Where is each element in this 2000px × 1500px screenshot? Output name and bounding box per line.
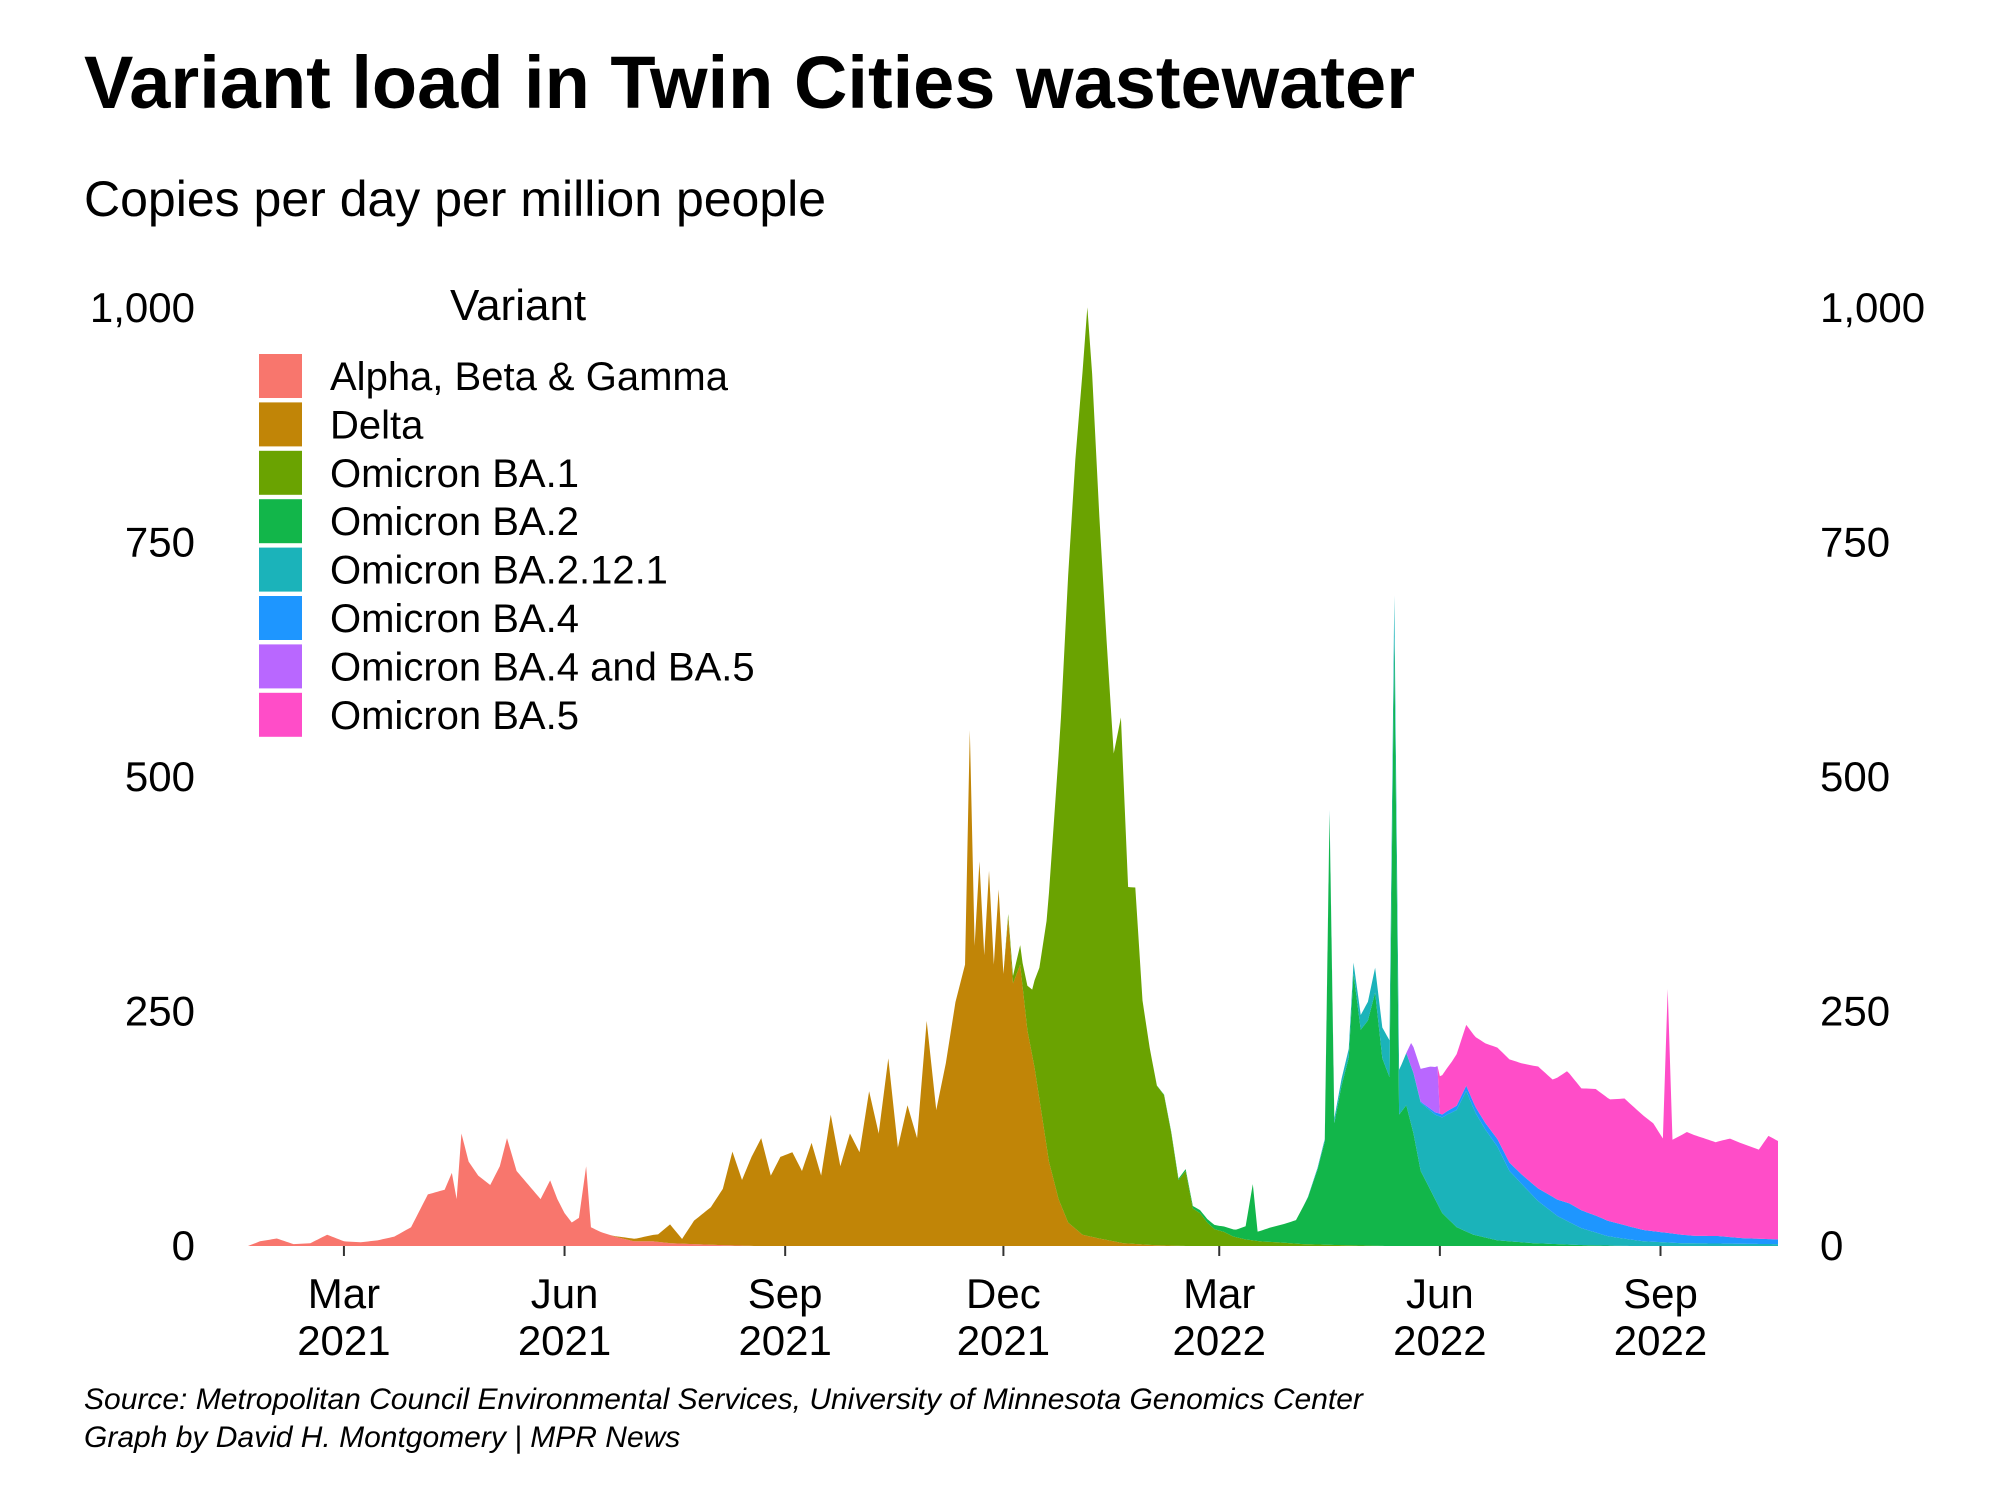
area-series-delta xyxy=(248,730,1778,1246)
legend-label-omicron-ba-2-12-1: Omicron BA.2.12.1 xyxy=(330,549,668,593)
x-tick-label-year: 2022 xyxy=(1173,1317,1266,1364)
legend-swatch-omicron-ba-2 xyxy=(259,499,302,544)
y-tick-label-left: 0 xyxy=(172,1222,195,1269)
legend-title: Variant xyxy=(450,281,586,330)
legend-swatch-omicron-ba-1 xyxy=(259,450,302,495)
legend-swatch-delta xyxy=(259,402,302,447)
legend-swatch-alpha-beta-gamma xyxy=(259,354,302,398)
legend-label-omicron-ba-4: Omicron BA.4 xyxy=(330,597,579,641)
credit-caption: Graph by David H. Montgomery | MPR News xyxy=(84,1421,681,1454)
y-tick-label-left: 500 xyxy=(125,753,195,800)
area-series-omicron-ba-2 xyxy=(248,307,1778,1246)
x-tick-label-month: Mar xyxy=(308,1270,380,1317)
y-tick-label-left: 1,000 xyxy=(90,284,195,331)
legend-label-omicron-ba-5: Omicron BA.5 xyxy=(330,694,579,738)
x-tick-label-year: 2021 xyxy=(297,1317,390,1364)
x-tick-label-year: 2021 xyxy=(957,1317,1050,1364)
area-series-omicron-ba-5 xyxy=(248,307,1778,1246)
chart-title: Variant load in Twin Cities wastewater xyxy=(84,41,1415,124)
source-caption: Source: Metropolitan Council Environment… xyxy=(84,1383,1363,1416)
x-tick-label-year: 2021 xyxy=(518,1317,611,1364)
x-tick-label-year: 2022 xyxy=(1393,1317,1486,1364)
x-tick-label-month: Jun xyxy=(1406,1270,1474,1317)
x-tick-label-month: Mar xyxy=(1183,1270,1255,1317)
y-tick-label-right: 0 xyxy=(1820,1222,1843,1269)
chart-subtitle: Copies per day per million people xyxy=(84,171,827,227)
area-layers xyxy=(248,307,1778,1246)
x-tick-label-month: Jun xyxy=(531,1270,599,1317)
x-tick-label-year: 2021 xyxy=(738,1317,831,1364)
x-tick-label-month: Dec xyxy=(966,1270,1041,1317)
x-tick-label-month: Sep xyxy=(748,1270,823,1317)
legend-swatch-omicron-ba-2-12-1 xyxy=(259,547,302,592)
legend-swatch-omicron-ba-4-and-ba-5 xyxy=(259,644,302,689)
legend-swatch-omicron-ba-5 xyxy=(259,692,302,737)
x-tick-label-month: Sep xyxy=(1623,1270,1698,1317)
y-tick-label-right: 750 xyxy=(1820,519,1890,566)
y-tick-label-left: 750 xyxy=(125,519,195,566)
legend-label-alpha-beta-gamma: Alpha, Beta & Gamma xyxy=(330,355,729,399)
y-tick-label-right: 1,000 xyxy=(1820,284,1925,331)
area-series-alpha-beta-gamma xyxy=(248,1133,1778,1246)
y-tick-label-right: 500 xyxy=(1820,753,1890,800)
legend-label-delta: Delta xyxy=(330,403,424,447)
y-tick-label-left: 250 xyxy=(125,988,195,1035)
legend-label-omicron-ba-2: Omicron BA.2 xyxy=(330,500,579,544)
legend-swatch-omicron-ba-4 xyxy=(259,596,302,640)
y-tick-label-right: 250 xyxy=(1820,988,1890,1035)
legend-label-omicron-ba-4-and-ba-5: Omicron BA.4 and BA.5 xyxy=(330,645,755,689)
x-tick-label-year: 2022 xyxy=(1614,1317,1707,1364)
legend-label-omicron-ba-1: Omicron BA.1 xyxy=(330,452,579,496)
